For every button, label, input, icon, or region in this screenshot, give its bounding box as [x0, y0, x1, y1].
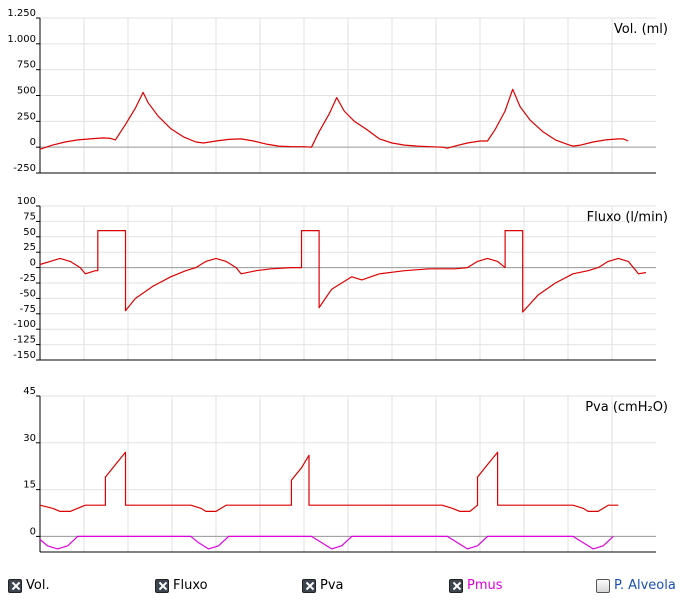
legend-p-alveolar[interactable]: P. Alveola — [596, 578, 676, 593]
y-tick-label: 0 — [30, 526, 36, 537]
legend-p-alveolar-label: P. Alveola — [614, 578, 676, 593]
series-line-signal — [39, 451, 619, 512]
legend-fluxo[interactable]: Fluxo — [155, 578, 208, 593]
y-tick-label: 1.000 — [7, 34, 36, 45]
legend-vol[interactable]: Vol. — [8, 578, 50, 593]
chart-title: Vol. (ml) — [614, 22, 668, 37]
p-alveolar-checkbox[interactable] — [596, 578, 610, 593]
y-tick-label: 45 — [23, 386, 36, 397]
fluxo-checkbox[interactable] — [155, 578, 169, 593]
pva-checkbox[interactable] — [302, 578, 316, 593]
y-tick-label: 100 — [17, 196, 36, 207]
y-tick-label: 25 — [23, 242, 36, 253]
legend-pmus[interactable]: Pmus — [449, 578, 503, 593]
chart-title: Pva (cmH₂O) — [585, 400, 668, 415]
legend-fluxo-label: Fluxo — [173, 578, 208, 593]
y-tick-label: 0 — [30, 137, 36, 148]
y-tick-label: -250 — [13, 163, 36, 174]
vol-checkbox[interactable] — [8, 578, 22, 593]
pmus-checkbox[interactable] — [449, 578, 463, 593]
y-tick-label: -75 — [20, 304, 36, 315]
legend-bar: Vol. Fluxo Pva Pmus P. Alveola — [0, 574, 680, 600]
legend-pva[interactable]: Pva — [302, 578, 344, 593]
y-tick-label: 500 — [17, 86, 36, 97]
legend-vol-label: Vol. — [26, 578, 50, 593]
series-line-signal — [39, 88, 629, 150]
y-tick-label: 30 — [23, 433, 36, 444]
y-tick-label: 750 — [17, 60, 36, 71]
legend-pva-label: Pva — [320, 578, 344, 593]
series-line-signal — [39, 230, 647, 313]
series-line-pmus — [39, 535, 614, 550]
y-tick-label: -25 — [20, 273, 36, 284]
legend-pmus-label: Pmus — [467, 578, 503, 593]
y-tick-label: 15 — [23, 480, 36, 491]
y-tick-label: 250 — [17, 111, 36, 122]
y-tick-label: 50 — [23, 227, 36, 238]
y-tick-label: -50 — [20, 288, 36, 299]
y-tick-label: 0 — [30, 258, 36, 269]
chart-title: Fluxo (l/min) — [587, 210, 668, 225]
y-tick-label: -150 — [13, 350, 36, 361]
y-tick-label: 1.250 — [7, 8, 36, 19]
y-tick-label: -100 — [13, 319, 36, 330]
y-tick-label: -125 — [13, 335, 36, 346]
y-tick-label: 75 — [23, 211, 36, 222]
